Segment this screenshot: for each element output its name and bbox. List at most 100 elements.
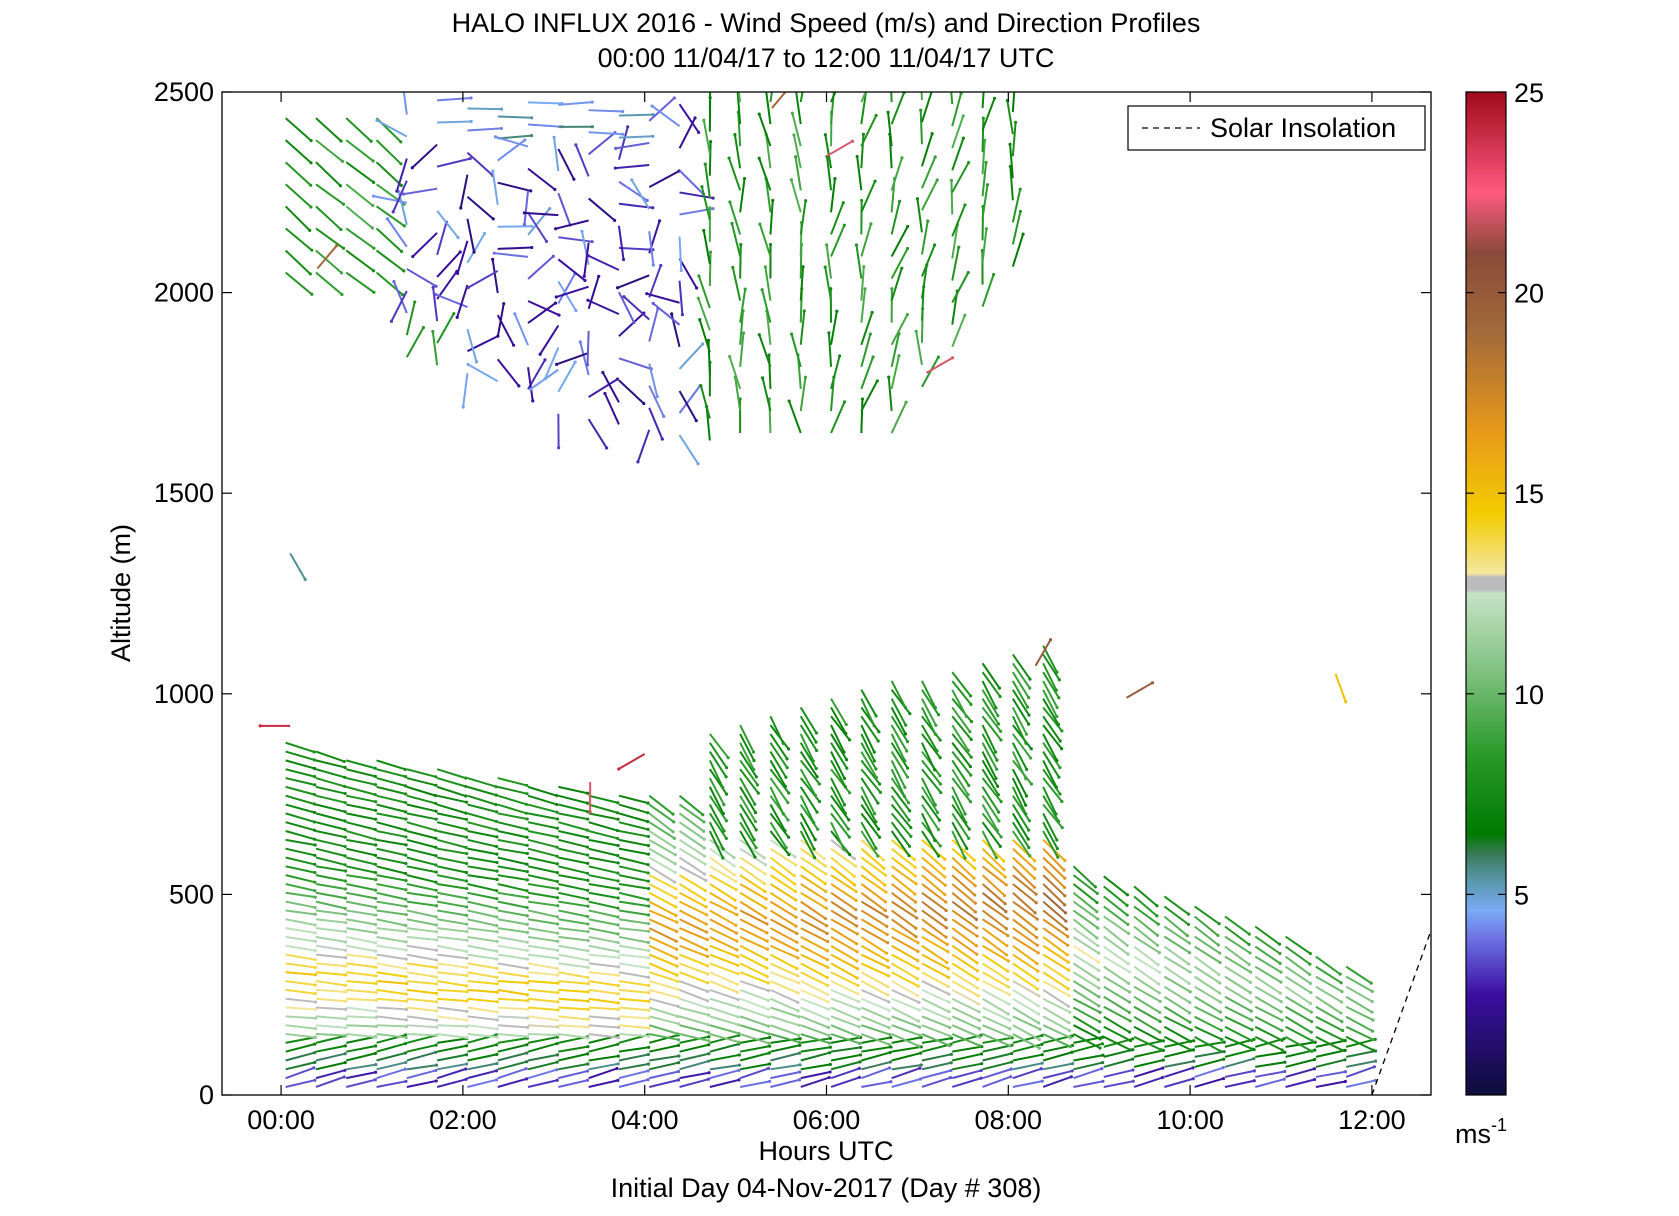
- wind-vector: [921, 944, 949, 965]
- wind-vector: [739, 1015, 771, 1028]
- wind-vector: [527, 891, 560, 900]
- isolated-wind-vector: [1125, 681, 1155, 699]
- wind-vector: [1133, 975, 1161, 995]
- wind-vector: [527, 838, 559, 849]
- wind-vector: [558, 1069, 590, 1080]
- wind-vector: [1194, 955, 1221, 976]
- wind-vector: [951, 812, 971, 841]
- wind-vector: [891, 900, 919, 920]
- wind-vector: [769, 812, 791, 839]
- wind-vector: [981, 706, 1003, 733]
- wind-vector: [467, 944, 499, 953]
- wind-vector: [1284, 985, 1313, 1006]
- wind-vector: [830, 309, 839, 345]
- wind-vector: [376, 1015, 408, 1022]
- wind-vector: [397, 190, 408, 226]
- wind-vector: [679, 980, 710, 994]
- wind-vector: [757, 112, 772, 147]
- wind-vector: [679, 1052, 711, 1062]
- wind-vector: [395, 158, 408, 193]
- wind-vector: [758, 222, 772, 257]
- wind-vector: [467, 126, 503, 132]
- wind-vector: [648, 856, 677, 875]
- wind-vector: [466, 270, 499, 290]
- wind-vector: [855, 154, 863, 191]
- wind-vector: [497, 1036, 529, 1044]
- wind-vector: [860, 777, 880, 805]
- wind-vector: [890, 830, 911, 858]
- wind-vector: [1042, 786, 1058, 816]
- wind-vector: [891, 891, 918, 913]
- wind-vector: [1285, 1015, 1313, 1034]
- wind-vector: [1224, 1005, 1254, 1022]
- wind-vector: [455, 240, 469, 275]
- wind-vector: [708, 206, 712, 242]
- wind-vector: [376, 971, 408, 979]
- wind-vector: [376, 759, 407, 771]
- wind-vector: [1012, 909, 1038, 931]
- wind-vector: [497, 918, 529, 926]
- wind-vector: [1224, 965, 1253, 984]
- wind-vector: [588, 997, 620, 1005]
- wind-vector: [436, 220, 449, 256]
- wind-vector: [981, 927, 1009, 948]
- wind-vector: [951, 989, 981, 1006]
- wind-vector: [497, 1067, 528, 1080]
- wind-vector: [799, 795, 816, 825]
- wind-vector: [588, 909, 620, 919]
- wind-vector: [921, 865, 947, 887]
- wind-vector: [588, 935, 620, 945]
- wind-vector: [618, 812, 650, 824]
- wind-vector: [951, 900, 979, 922]
- wind-vector: [618, 944, 651, 953]
- wind-vector: [830, 724, 846, 754]
- wind-vector: [1255, 1069, 1287, 1078]
- wind-vector: [709, 1063, 742, 1071]
- wind-vector: [890, 246, 910, 280]
- wind-vector: [830, 777, 847, 807]
- wind-vector: [1254, 1035, 1284, 1052]
- wind-vector: [921, 742, 937, 772]
- wind-vector: [1164, 1077, 1195, 1088]
- wind-vector: [346, 803, 378, 813]
- wind-vector: [1042, 1033, 1072, 1049]
- wind-vector: [1224, 1057, 1256, 1068]
- wind-vector: [497, 1043, 529, 1053]
- wind-vector: [436, 785, 468, 798]
- wind-vector: [792, 133, 802, 169]
- wind-vector: [1042, 662, 1058, 692]
- wind-vector: [860, 786, 877, 816]
- wind-vector: [1103, 925, 1129, 947]
- wind-vector: [1254, 1015, 1284, 1033]
- wind-vector: [1012, 733, 1033, 760]
- wind-vector: [467, 777, 498, 789]
- wind-vector: [678, 390, 698, 423]
- wind-vector: [1133, 1025, 1163, 1043]
- wind-vector: [1072, 944, 1101, 964]
- wind-vector: [921, 759, 943, 786]
- wind-vector: [1042, 689, 1059, 719]
- wind-vector: [1072, 918, 1099, 940]
- wind-vector: [890, 733, 907, 763]
- wind-vector: [466, 328, 479, 364]
- wind-vector: [315, 865, 348, 873]
- wind-vector: [558, 1044, 590, 1053]
- wind-vector: [391, 180, 408, 214]
- wind-vector: [830, 900, 858, 920]
- wind-vector: [769, 900, 798, 919]
- wind-vector: [739, 909, 769, 926]
- wind-vector: [588, 803, 620, 815]
- wind-vector: [376, 935, 408, 944]
- wind-vector: [1042, 1075, 1073, 1088]
- wind-vector: [285, 856, 317, 867]
- wind-vector: [1254, 995, 1283, 1014]
- wind-vector: [376, 777, 408, 788]
- wind-vector: [345, 785, 377, 797]
- wind-vector: [406, 838, 438, 849]
- wind-vector: [555, 351, 589, 366]
- wind-vector: [557, 258, 587, 283]
- wind-vector: [345, 183, 375, 208]
- wind-vector: [376, 847, 408, 857]
- wind-vector: [618, 830, 651, 839]
- wind-vector: [402, 92, 408, 115]
